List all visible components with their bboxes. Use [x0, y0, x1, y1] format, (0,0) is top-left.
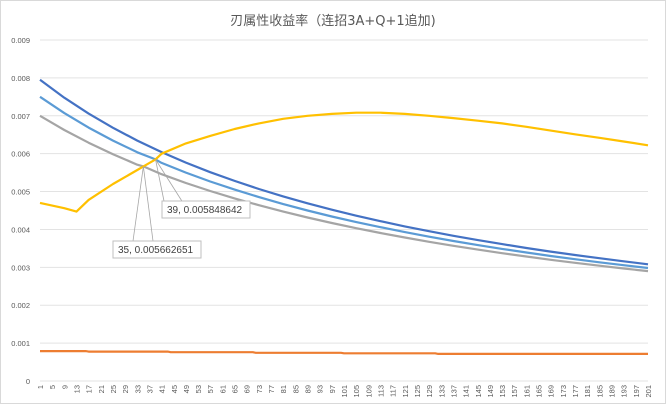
x-tick-label: 165 — [535, 385, 544, 398]
series-line-4 — [40, 350, 648, 355]
x-tick-label: 25 — [109, 385, 118, 393]
x-tick-label: 121 — [401, 385, 410, 398]
x-tick-label: 37 — [145, 385, 154, 393]
x-tick-label: 181 — [583, 385, 592, 398]
x-tick-label: 133 — [437, 385, 446, 398]
data-label: 35, 0.005662651 — [118, 245, 194, 256]
x-tick-label: 17 — [85, 385, 94, 393]
series-line-2 — [39, 114, 649, 273]
x-tick-label: 13 — [72, 385, 81, 393]
x-tick-label: 201 — [644, 385, 653, 398]
x-tick-label: 41 — [158, 385, 167, 393]
x-tick-label: 173 — [559, 385, 568, 398]
x-tick-label: 73 — [255, 385, 264, 393]
x-tick-label: 1 — [36, 385, 45, 389]
y-tick-label: 0.006 — [11, 150, 30, 159]
x-tick-label: 49 — [182, 385, 191, 393]
data-label: 39, 0.005848642 — [167, 205, 243, 216]
x-tick-label: 89 — [304, 385, 313, 393]
x-tick-label: 141 — [462, 385, 471, 398]
x-tick-label: 53 — [194, 385, 203, 393]
series-line-3 — [39, 111, 649, 213]
x-tick-label: 129 — [425, 385, 434, 398]
x-tick-label: 193 — [620, 385, 629, 398]
x-tick-label: 117 — [389, 385, 398, 397]
y-tick-label: 0.005 — [11, 188, 30, 197]
x-tick-label: 57 — [206, 385, 215, 393]
x-tick-label: 137 — [449, 385, 458, 398]
x-tick-label: 177 — [571, 385, 580, 398]
x-tick-label: 185 — [595, 385, 604, 398]
x-tick-label: 125 — [413, 385, 422, 398]
y-tick-label: 0.003 — [11, 263, 30, 272]
x-tick-label: 69 — [243, 385, 252, 393]
x-tick-label: 97 — [328, 385, 337, 393]
series-line-0 — [39, 78, 649, 266]
y-tick-label: 0.002 — [11, 301, 30, 310]
x-tick-label: 81 — [279, 385, 288, 393]
annotation-box — [112, 240, 202, 259]
x-tick-label: 5 — [48, 385, 57, 389]
x-tick-label: 45 — [170, 385, 179, 393]
x-tick-label: 161 — [522, 385, 531, 398]
x-tick-label: 29 — [121, 385, 130, 393]
x-tick-label: 145 — [474, 385, 483, 398]
x-tick-label: 113 — [376, 385, 385, 397]
x-tick-label: 189 — [608, 385, 617, 398]
y-tick-label: 0.001 — [11, 339, 30, 348]
annotation-leader — [142, 166, 154, 242]
x-tick-label: 21 — [97, 385, 106, 393]
x-tick-label: 169 — [547, 385, 556, 398]
x-tick-label: 61 — [218, 385, 227, 393]
y-tick-label: 0 — [26, 377, 30, 386]
annotation-leader — [155, 159, 165, 202]
x-tick-label: 197 — [632, 385, 641, 398]
x-tick-label: 149 — [486, 385, 495, 398]
y-tick-label: 0.008 — [11, 74, 30, 83]
x-tick-label: 93 — [316, 385, 325, 393]
x-tick-label: 109 — [364, 385, 373, 398]
x-tick-label: 9 — [60, 385, 69, 389]
y-tick-label: 0.004 — [11, 225, 30, 234]
series-line-1 — [39, 95, 649, 270]
x-tick-label: 157 — [510, 385, 519, 398]
x-tick-label: 105 — [352, 385, 361, 398]
y-tick-label: 0.007 — [11, 112, 30, 121]
x-tick-label: 101 — [340, 385, 349, 398]
annotation-leader — [132, 166, 144, 242]
x-tick-label: 85 — [291, 385, 300, 393]
chart-title: 刃属性收益率（连招3A+Q+1追加) — [230, 14, 436, 29]
annotation-box — [161, 200, 251, 219]
x-tick-label: 65 — [231, 385, 240, 393]
x-tick-label: 153 — [498, 385, 507, 398]
x-tick-label: 77 — [267, 385, 276, 393]
y-tick-label: 0.009 — [11, 36, 30, 45]
x-tick-label: 33 — [133, 385, 142, 393]
